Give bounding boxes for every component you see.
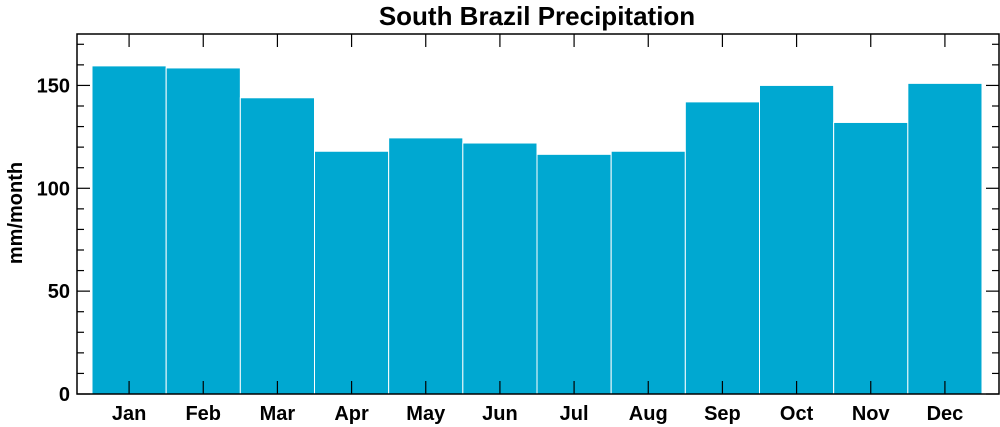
x-tick-label-nov: Nov [852,403,891,425]
bar-may [388,137,464,395]
bar-oct [759,84,835,395]
x-tick-label-dec: Dec [927,403,964,425]
x-tick-label-jan: Jan [112,403,146,425]
y-tick-label-100: 100 [37,178,70,200]
bar-apr [314,150,390,395]
bar-jan [91,65,167,395]
y-tick-label-150: 150 [37,75,70,97]
x-tick-label-jul: Jul [560,403,589,425]
y-tick-label-0: 0 [59,384,70,406]
bar-dec [907,82,983,395]
bar-mar [239,97,315,395]
x-tick-label-may: May [406,403,446,425]
y-axis-label: mm/month [5,162,27,264]
bar-aug [610,150,686,395]
bar-feb [165,67,241,395]
x-tick-label-aug: Aug [629,403,668,425]
bar-nov [833,121,909,395]
bar-jun [462,142,538,395]
plot-frame [76,33,1000,395]
y-tick-label-50: 50 [48,281,70,303]
chart-title: South Brazil Precipitation [379,1,695,31]
x-tick-label-apr: Apr [334,403,369,425]
x-tick-label-mar: Mar [260,403,296,425]
x-tick-label-jun: Jun [482,403,518,425]
x-tick-label-oct: Oct [780,403,814,425]
bar-sep [684,101,760,395]
bars-group [91,65,983,395]
x-tick-label-sep: Sep [704,403,741,425]
x-tick-label-feb: Feb [185,403,221,425]
bar-jul [536,153,612,395]
x-axis: Jan Feb Mar Apr May Jun Jul Aug Sep Oct Nov Dec [112,34,963,425]
y-axis: 0 50 100 150 [37,43,999,406]
